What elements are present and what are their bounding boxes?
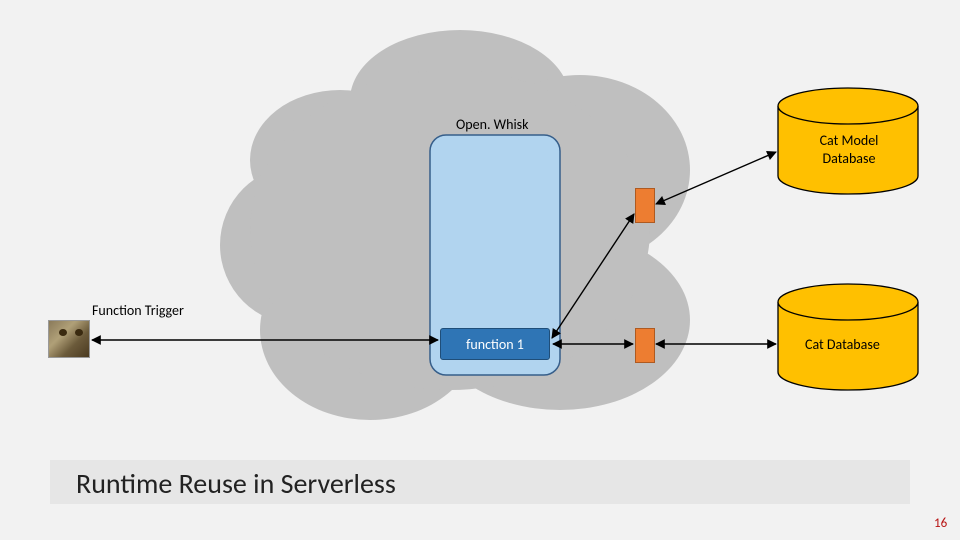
diagram-stage: Open. Whisk function 1 Cat Model Databas… xyxy=(0,0,960,540)
openwhisk-label: Open. Whisk xyxy=(456,116,529,133)
db-cat-model-label: Cat Model Database xyxy=(815,132,883,167)
cat-thumbnail xyxy=(48,320,90,358)
db-cat-label: Cat Database xyxy=(805,336,880,353)
orange-connector-bottom xyxy=(635,328,655,363)
function1-label: function 1 xyxy=(466,336,524,353)
title-bar: Runtime Reuse in Serverless xyxy=(50,460,910,504)
function1-box: function 1 xyxy=(440,328,550,360)
function-trigger-label: Function Trigger xyxy=(92,302,184,319)
page-number: 16 xyxy=(934,516,947,531)
orange-connector-top xyxy=(635,188,655,223)
slide-title: Runtime Reuse in Serverless xyxy=(50,460,910,507)
